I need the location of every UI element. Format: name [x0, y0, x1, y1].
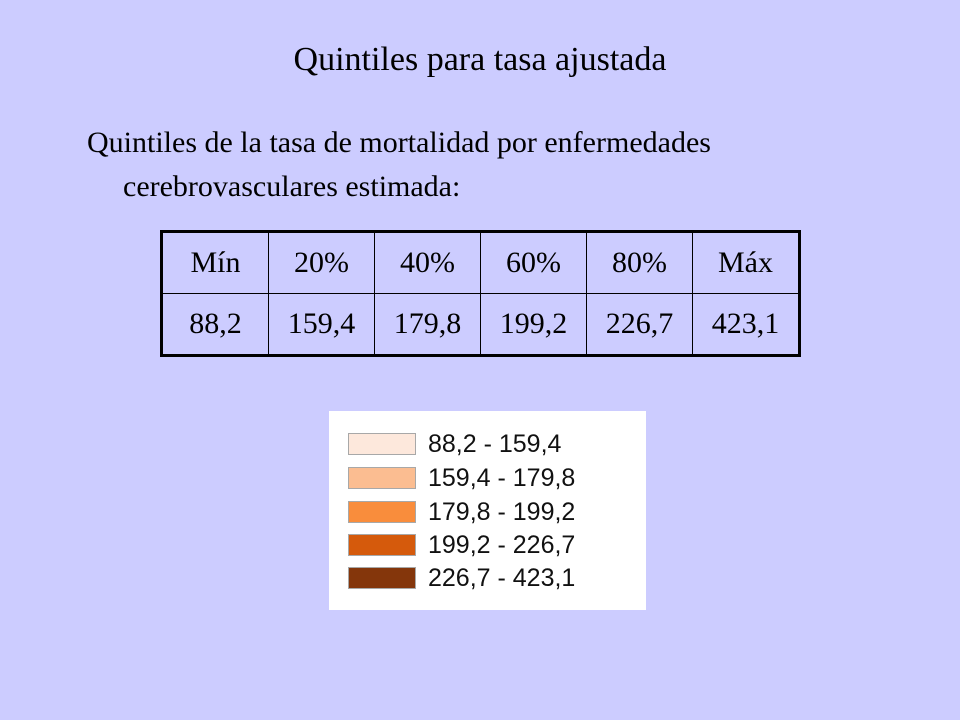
legend-label: 179,8 - 199,2: [428, 497, 576, 526]
legend-swatch: [348, 534, 416, 556]
table-header-row: Mín 20% 40% 60% 80% Máx: [161, 231, 800, 294]
value-cell-80: 226,7: [586, 293, 693, 356]
value-cell-20: 159,4: [268, 293, 375, 356]
value-cell-min: 88,2: [161, 293, 269, 356]
legend-swatch: [348, 467, 416, 489]
header-cell-40: 40%: [374, 231, 481, 294]
legend-item: 159,4 - 179,8: [348, 463, 575, 493]
slide-title: Quintiles para tasa ajustada: [293, 41, 667, 78]
legend-label: 199,2 - 226,7: [428, 530, 576, 559]
header-cell-20: 20%: [268, 231, 375, 294]
quintiles-table: Mín 20% 40% 60% 80% Máx 88,2 159,4 179,8…: [160, 230, 801, 357]
legend-item: 88,2 - 159,4: [348, 429, 561, 459]
map-legend: 88,2 - 159,4 159,4 - 179,8 179,8 - 199,2…: [329, 411, 646, 610]
value-cell-60: 199,2: [480, 293, 587, 356]
legend-swatch: [348, 567, 416, 589]
header-cell-min: Mín: [161, 231, 269, 294]
legend-label: 88,2 - 159,4: [428, 429, 562, 458]
value-cell-max: 423,1: [692, 293, 800, 356]
table-row: 88,2 159,4 179,8 199,2 226,7 423,1: [161, 293, 800, 356]
legend-item: 199,2 - 226,7: [348, 530, 575, 560]
header-cell-max: Máx: [692, 231, 800, 294]
header-cell-60: 60%: [480, 231, 587, 294]
legend-label: 159,4 - 179,8: [428, 463, 576, 492]
legend-item: 179,8 - 199,2: [348, 497, 575, 527]
legend-item: 226,7 - 423,1: [348, 563, 575, 593]
value-cell-40: 179,8: [374, 293, 481, 356]
slide-body-text: Quintiles de la tasa de mortalidad por e…: [87, 126, 711, 203]
header-cell-80: 80%: [586, 231, 693, 294]
legend-swatch: [348, 433, 416, 455]
legend-swatch: [348, 501, 416, 523]
legend-label: 226,7 - 423,1: [428, 563, 576, 592]
